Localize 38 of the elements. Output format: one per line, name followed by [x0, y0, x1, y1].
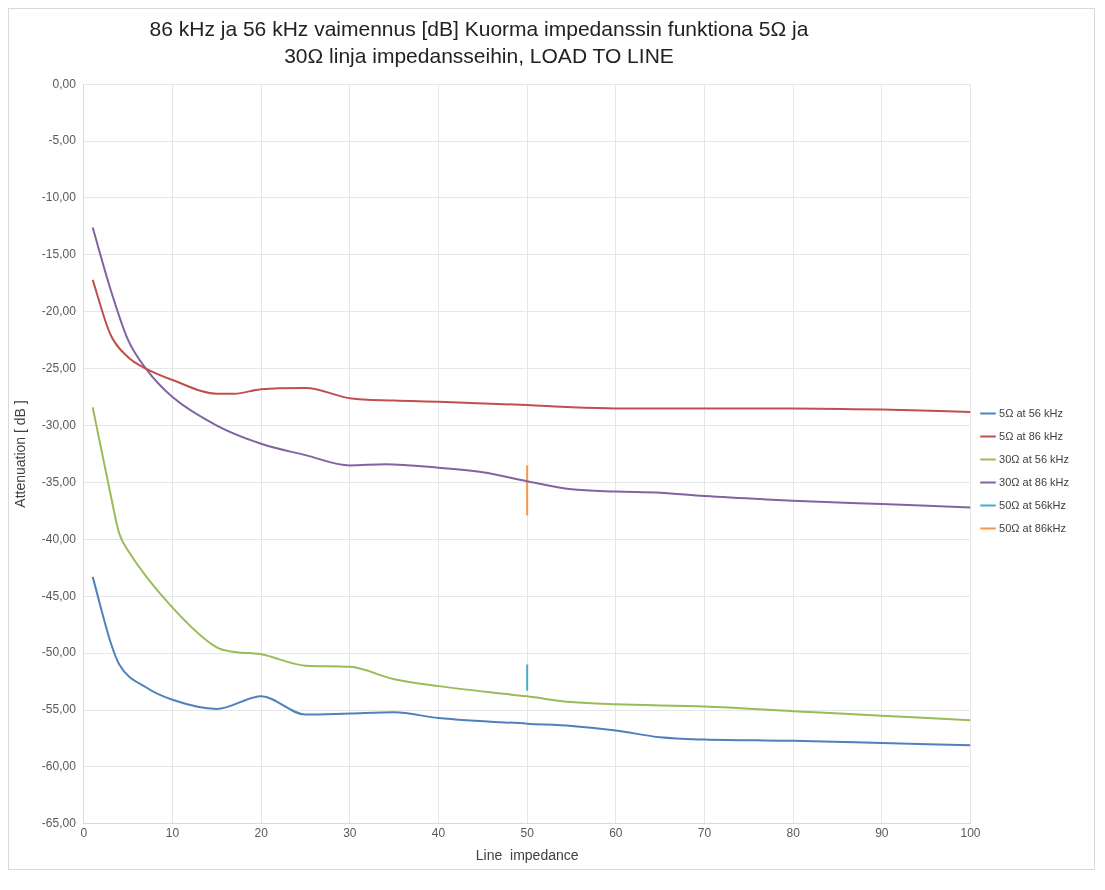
x-tick-label: 70 [697, 826, 712, 841]
y-tick-label: -65,00 [41, 816, 77, 831]
x-tick-label: 20 [254, 826, 269, 841]
x-tick-label: 60 [609, 826, 623, 841]
line-series [91, 406, 971, 722]
y-tick-label: -20,00 [41, 304, 77, 319]
y-tick-label: -50,00 [41, 645, 77, 660]
x-tick-label: 100 [960, 826, 981, 841]
legend-label: 30Ω at 86 kHz [999, 475, 1069, 488]
line-series [91, 278, 971, 413]
legend-label: 30Ω at 56 kHz [999, 452, 1069, 465]
line-series [91, 226, 971, 509]
y-tick-label: -45,00 [41, 588, 77, 603]
x-tick-label: 80 [786, 826, 801, 841]
legend-label: 5Ω at 86 kHz [999, 429, 1063, 442]
y-axis-title: Attenuation [ dB ] [12, 400, 29, 508]
y-tick-label: -55,00 [41, 702, 77, 717]
y-tick-label: -10,00 [41, 190, 77, 205]
x-tick-label: 0 [80, 826, 88, 841]
y-tick-label: 0,00 [52, 76, 77, 91]
x-tick-label: 90 [875, 826, 889, 841]
x-axis-title: Line impedance [475, 847, 579, 864]
legend-label: 5Ω at 56 kHz [999, 406, 1063, 419]
x-tick-label: 40 [431, 826, 446, 841]
x-tick-label: 50 [520, 826, 535, 841]
legend-label: 50Ω at 56kHz [999, 498, 1066, 511]
y-tick-label: -35,00 [41, 474, 77, 489]
y-tick-label: -15,00 [41, 247, 77, 262]
y-tick-label: -5,00 [48, 133, 77, 148]
legend-label: 50Ω at 86kHz [999, 521, 1066, 534]
line-series [91, 575, 971, 747]
y-tick-label: -25,00 [41, 360, 77, 375]
y-tick-label: -60,00 [41, 759, 77, 774]
chart-title: 86 kHz ja 56 kHz vaimennus [dB] Kuorma impedanssin funktiona 5Ω ja 30Ω linja impedansseihin, LOAD TO LINE [148, 16, 810, 69]
y-tick-label: -30,00 [41, 417, 77, 432]
y-tick-label: -40,00 [41, 531, 77, 546]
x-tick-label: 10 [165, 826, 180, 841]
x-tick-label: 30 [343, 826, 357, 841]
